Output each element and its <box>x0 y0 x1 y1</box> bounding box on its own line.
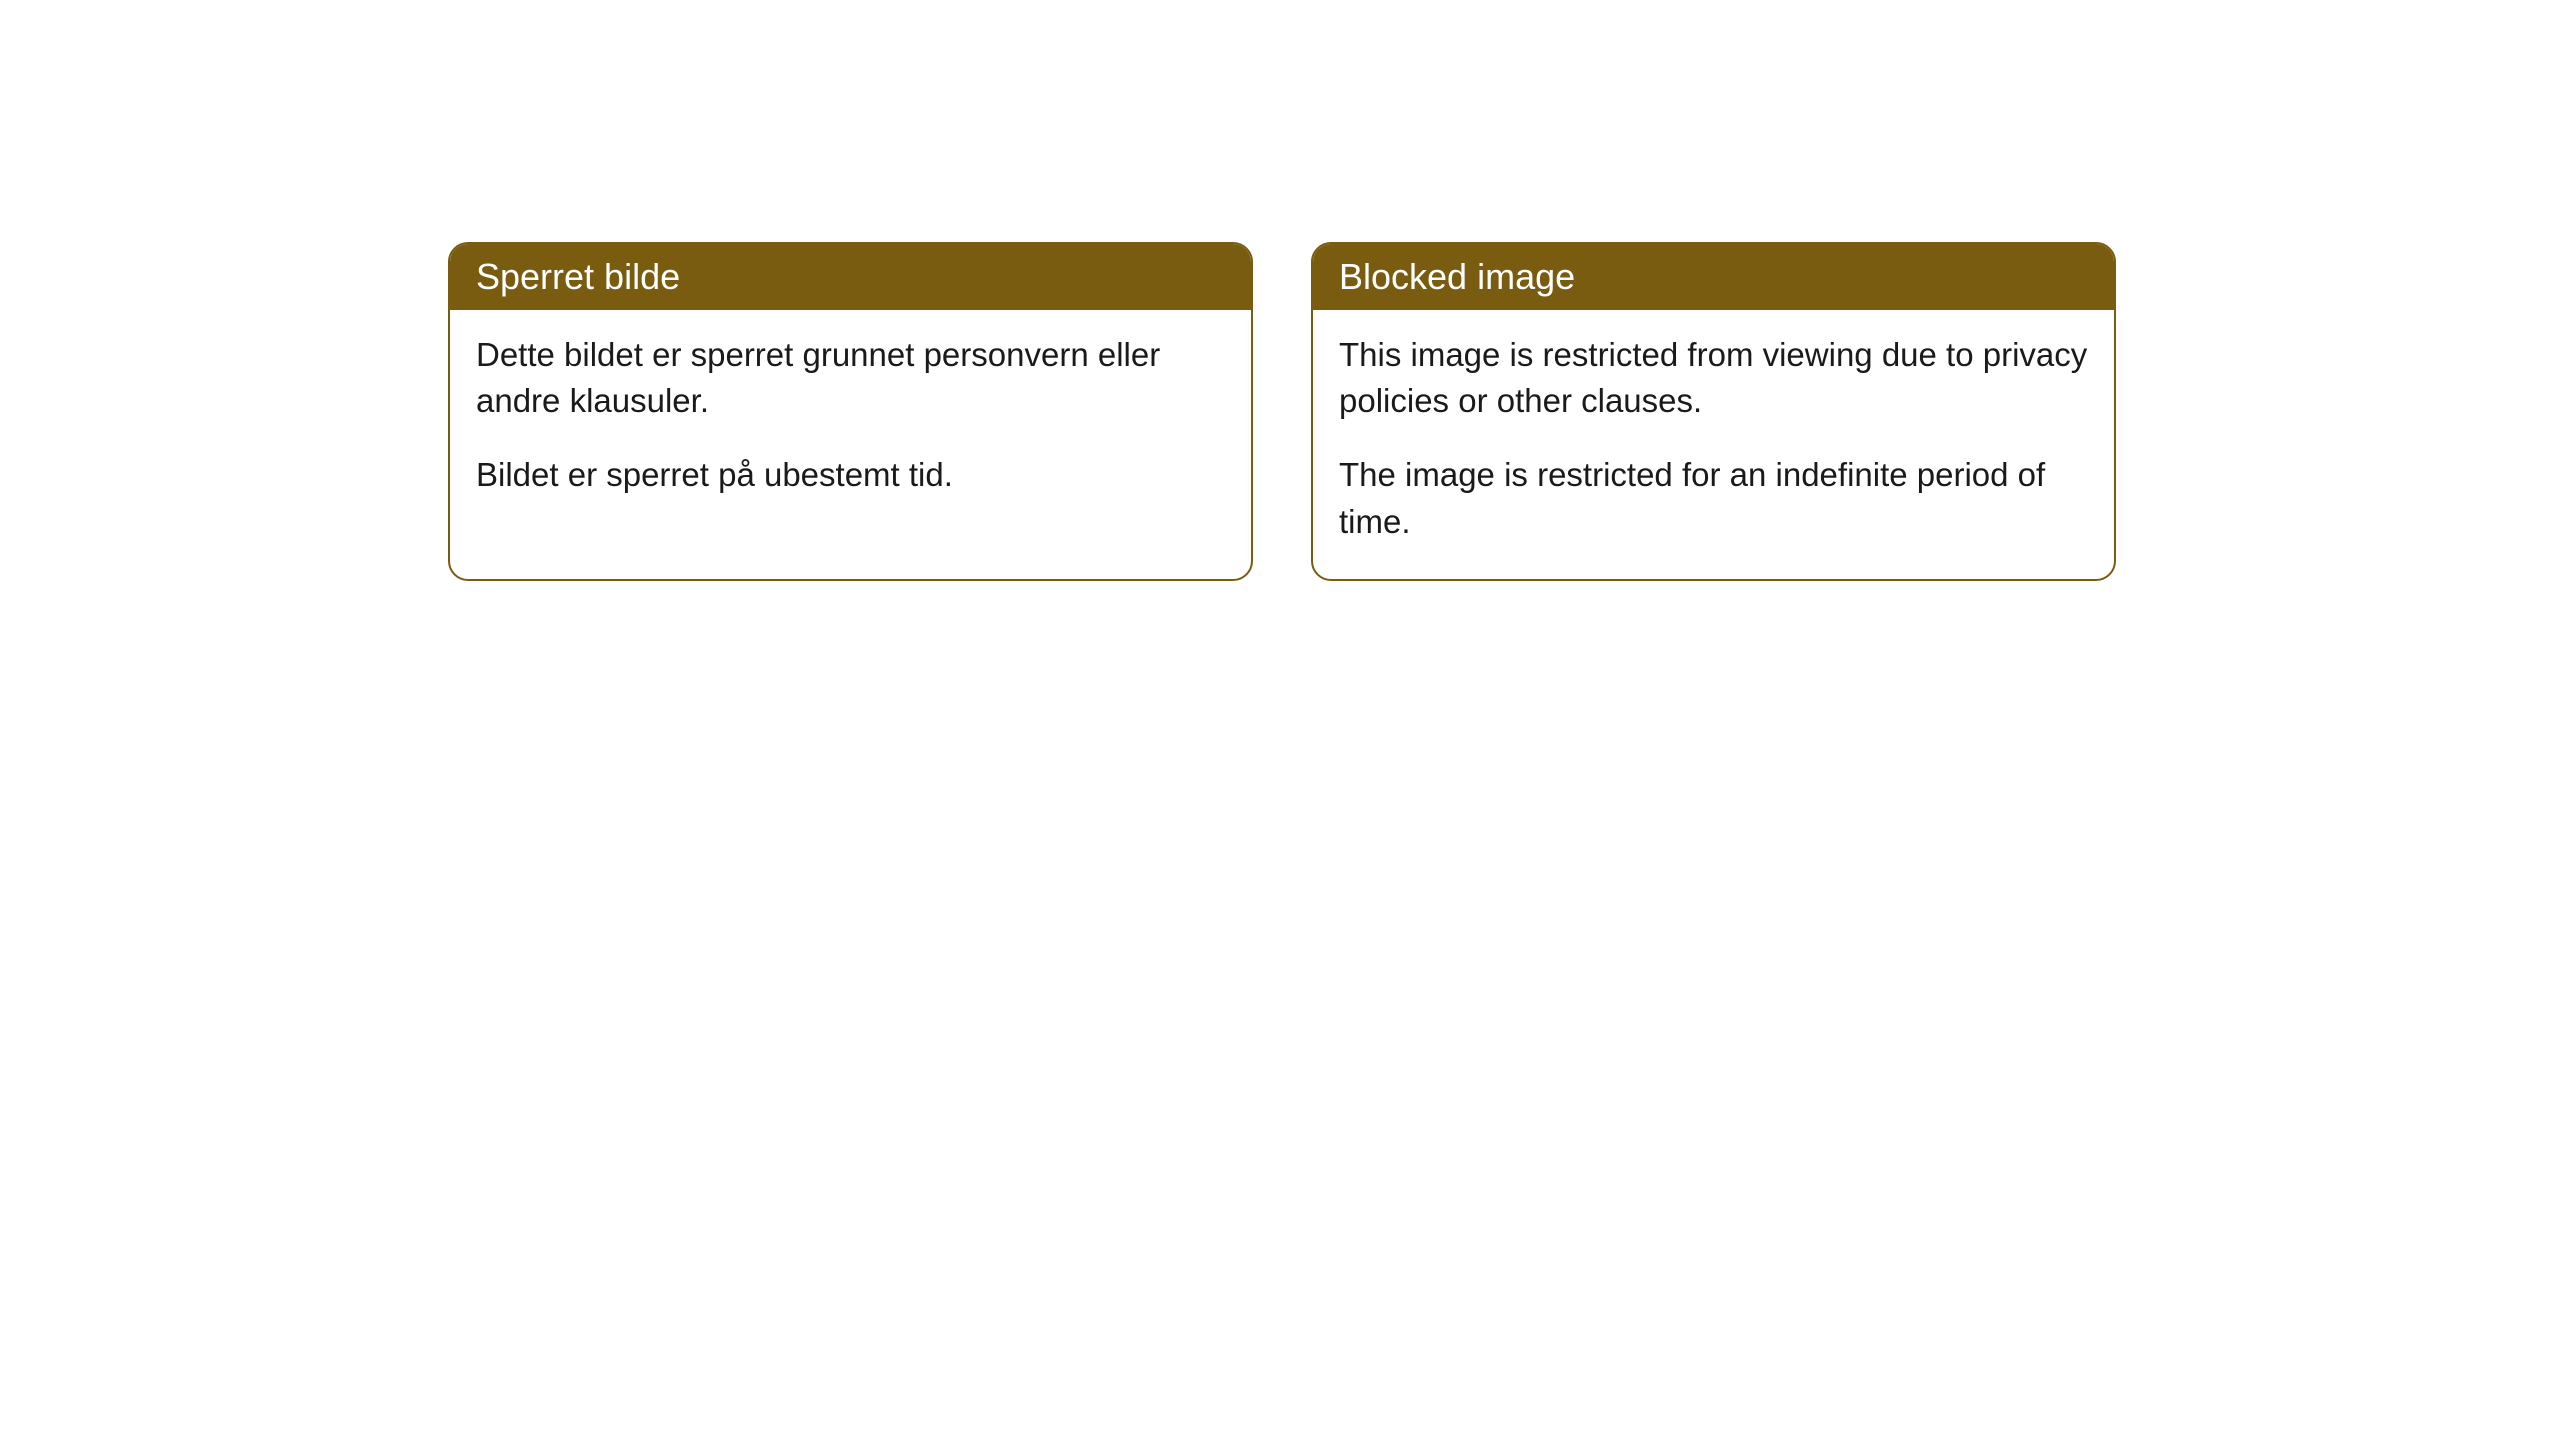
card-paragraph: This image is restricted from viewing du… <box>1339 332 2088 424</box>
card-paragraph: Bildet er sperret på ubestemt tid. <box>476 452 1225 498</box>
card-header: Blocked image <box>1313 244 2114 310</box>
card-title: Sperret bilde <box>476 256 680 297</box>
card-title: Blocked image <box>1339 256 1575 297</box>
card-body: This image is restricted from viewing du… <box>1313 310 2114 579</box>
notice-card-english: Blocked image This image is restricted f… <box>1311 242 2116 581</box>
notice-cards-container: Sperret bilde Dette bildet er sperret gr… <box>448 242 2116 581</box>
card-paragraph: The image is restricted for an indefinit… <box>1339 452 2088 544</box>
card-body: Dette bildet er sperret grunnet personve… <box>450 310 1251 533</box>
card-paragraph: Dette bildet er sperret grunnet personve… <box>476 332 1225 424</box>
card-header: Sperret bilde <box>450 244 1251 310</box>
notice-card-norwegian: Sperret bilde Dette bildet er sperret gr… <box>448 242 1253 581</box>
